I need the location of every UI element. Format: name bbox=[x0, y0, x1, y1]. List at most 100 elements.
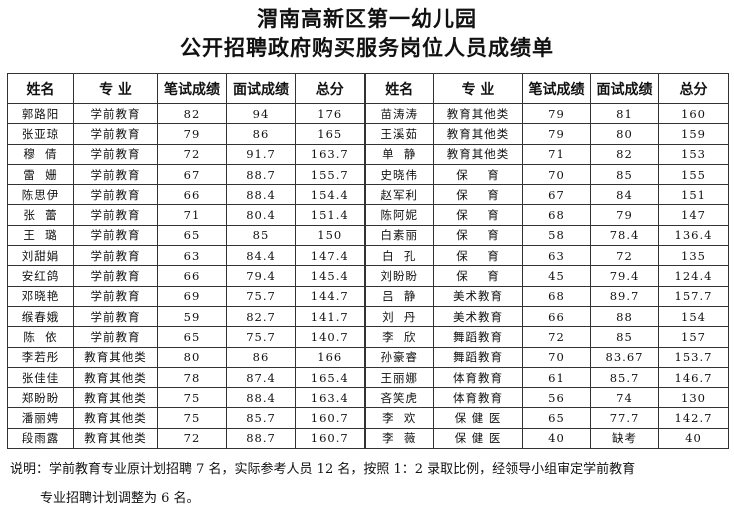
cell-interview-score: 72 bbox=[590, 245, 659, 267]
cell-interview-score: 89.7 bbox=[590, 285, 659, 307]
cell-total-score: 155.7 bbox=[295, 163, 365, 186]
cell-written-score: 80 bbox=[157, 346, 227, 368]
cell-major: 美术教育 bbox=[433, 285, 523, 307]
cell-interview-score: 80 bbox=[590, 123, 659, 145]
cell-major: 学前教育 bbox=[73, 123, 158, 145]
cell-interview-score: 82 bbox=[590, 143, 659, 165]
cell-interview-score: 94 bbox=[226, 102, 296, 125]
document-subtitle: 公开招聘政府购买服务岗位人员成绩单 bbox=[180, 35, 554, 60]
cell-total-score: 155 bbox=[658, 163, 729, 186]
cell-interview-score: 79.4 bbox=[226, 265, 296, 287]
cell-name: 安红鸽 bbox=[7, 265, 74, 287]
cell-written-score: 72 bbox=[157, 143, 227, 165]
cell-written-score: 78 bbox=[157, 366, 227, 389]
cell-name: 吝笑虎 bbox=[363, 387, 434, 409]
cell-written-score: 68 bbox=[522, 285, 591, 307]
cell-name: 赵军利 bbox=[363, 184, 434, 206]
cell-name: 张 蕾 bbox=[7, 204, 74, 226]
cell-major: 学前教育 bbox=[73, 285, 158, 307]
header-major: 专 业 bbox=[433, 73, 523, 104]
cell-interview-score: 88.7 bbox=[226, 427, 296, 450]
cell-major: 保 育 bbox=[433, 245, 523, 267]
cell-total-score: 159 bbox=[658, 123, 729, 145]
cell-total-score: 163.7 bbox=[295, 143, 365, 165]
cell-major: 学前教育 bbox=[73, 224, 158, 247]
table-row: 陈 依学前教育 65 75.7 140.7 李 欣舞蹈教育 72 85 157 bbox=[7, 326, 729, 348]
cell-total-score: 157 bbox=[658, 326, 729, 348]
cell-written-score: 70 bbox=[522, 346, 591, 368]
cell-written-score: 67 bbox=[157, 163, 227, 186]
cell-total-score: 140.7 bbox=[295, 326, 365, 348]
table-row: 王 璐学前教育 65 85 150 白素丽保 育 58 78.4 136.4 bbox=[7, 224, 729, 247]
note-line-2: 专业招聘计划调整为 6 名。 bbox=[40, 491, 200, 506]
cell-name: 刘盼盼 bbox=[363, 265, 434, 287]
cell-major: 舞蹈教育 bbox=[433, 326, 523, 348]
cell-total-score: 40 bbox=[658, 427, 729, 450]
cell-interview-score: 79 bbox=[590, 204, 659, 226]
cell-total-score: 154 bbox=[658, 305, 729, 328]
cell-interview-score: 88 bbox=[590, 305, 659, 328]
cell-interview-score: 80.4 bbox=[226, 204, 296, 226]
header-total-score: 总分 bbox=[658, 73, 729, 104]
cell-interview-score: 87.4 bbox=[226, 366, 296, 389]
cell-total-score: 124.4 bbox=[658, 265, 729, 287]
header-name: 姓名 bbox=[363, 73, 434, 104]
cell-interview-score: 85 bbox=[590, 326, 659, 348]
cell-total-score: 153.7 bbox=[658, 346, 729, 368]
cell-name: 李 欣 bbox=[363, 326, 434, 348]
cell-interview-score: 79.4 bbox=[590, 265, 659, 287]
cell-written-score: 66 bbox=[522, 305, 591, 328]
cell-total-score: 163.4 bbox=[295, 387, 365, 409]
cell-major: 保 育 bbox=[433, 204, 523, 226]
cell-name: 陈阿妮 bbox=[363, 204, 434, 226]
cell-name: 王溪茹 bbox=[363, 123, 434, 145]
cell-total-score: 150 bbox=[295, 224, 365, 247]
cell-major: 学前教育 bbox=[73, 184, 158, 206]
cell-written-score: 79 bbox=[522, 102, 591, 125]
cell-interview-score: 84.4 bbox=[226, 245, 296, 267]
table-row: 郭路阳 学前教育 82 94 176 苗涛涛 教育其他类 79 81 160 bbox=[7, 102, 729, 125]
table-row: 穆 倩学前教育 72 91.7 163.7 单 静教育其他类 71 82 153 bbox=[7, 143, 729, 165]
cell-interview-score: 75.7 bbox=[226, 326, 296, 348]
cell-interview-score: 88.7 bbox=[226, 163, 296, 186]
cell-name: 李若彤 bbox=[7, 346, 74, 368]
cell-written-score: 68 bbox=[522, 204, 591, 226]
cell-total-score: 154.4 bbox=[295, 184, 365, 206]
cell-interview-score: 83.67 bbox=[590, 346, 659, 368]
cell-written-score: 66 bbox=[157, 184, 227, 206]
cell-name: 郭路阳 bbox=[7, 102, 74, 125]
cell-name: 邓晓艳 bbox=[7, 285, 74, 307]
cell-major: 教育其他类 bbox=[73, 407, 158, 429]
cell-major: 学前教育 bbox=[73, 163, 158, 186]
cell-written-score: 56 bbox=[522, 387, 591, 409]
cell-total-score: 151.4 bbox=[295, 204, 365, 226]
document-title: 渭南高新区第一幼儿园 bbox=[257, 6, 477, 31]
cell-major: 教育其他类 bbox=[433, 123, 523, 145]
note-line-1: 说明：学前教育专业原计划招聘 7 名，实际参考人员 12 名，按照 1：2 录取… bbox=[10, 462, 636, 477]
cell-name: 潘丽娉 bbox=[7, 407, 74, 429]
cell-name: 单 静 bbox=[363, 143, 434, 165]
cell-major: 教育其他类 bbox=[73, 387, 158, 409]
cell-name: 缑春娥 bbox=[7, 305, 74, 328]
cell-written-score: 66 bbox=[157, 265, 227, 287]
cell-total-score: 147.4 bbox=[295, 245, 365, 267]
cell-total-score: 165.4 bbox=[295, 366, 365, 389]
cell-written-score: 69 bbox=[157, 285, 227, 307]
cell-written-score: 82 bbox=[157, 102, 227, 125]
cell-interview-score: 84 bbox=[590, 184, 659, 206]
header-interview-score: 面试成绩 bbox=[226, 73, 296, 104]
cell-written-score: 65 bbox=[157, 326, 227, 348]
cell-total-score: 142.7 bbox=[658, 407, 729, 429]
cell-name: 郑盼盼 bbox=[7, 387, 74, 409]
cell-total-score: 136.4 bbox=[658, 224, 729, 247]
cell-written-score: 67 bbox=[522, 184, 591, 206]
cell-interview-score: 85 bbox=[590, 163, 659, 186]
cell-major: 学前教育 bbox=[73, 305, 158, 328]
cell-written-score: 72 bbox=[157, 427, 227, 450]
cell-name: 陈思伊 bbox=[7, 184, 74, 206]
cell-interview-score: 85.7 bbox=[590, 366, 659, 389]
cell-name: 白 孔 bbox=[363, 245, 434, 267]
table-row: 陈思伊 学前教育 66 88.4 154.4 赵军利保 育 67 84 151 bbox=[7, 184, 729, 206]
cell-interview-score: 88.4 bbox=[226, 184, 296, 206]
cell-interview-score: 78.4 bbox=[590, 224, 659, 247]
